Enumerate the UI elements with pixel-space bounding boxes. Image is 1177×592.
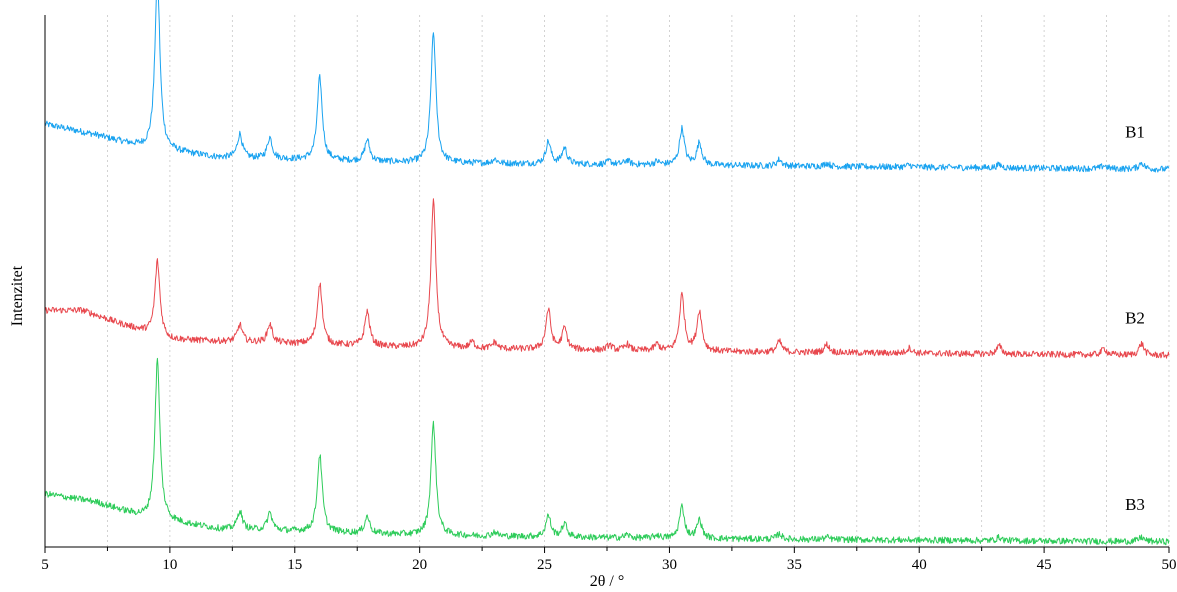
series-line-B1 [44,0,1170,173]
tick-label: 30 [662,557,677,573]
tick-label: 50 [1162,557,1177,573]
vertical-grid [107,15,1170,547]
tick-label: 45 [1037,557,1052,573]
series-line-B3 [44,357,1170,546]
tick-label: 25 [537,557,552,573]
y-axis-title: Intenzitet [9,265,26,326]
series-line-B2 [44,198,1170,359]
series-label-B1: B1 [1125,122,1145,141]
tick-label: 15 [287,557,302,573]
x-axis-tick-labels: 5 10 15 20 25 30 35 40 45 50 [41,557,1176,573]
plot-traces [44,0,1170,546]
series-label-B2: B2 [1125,309,1145,328]
x-axis-ticks [44,547,1170,553]
tick-label: 35 [787,557,802,573]
tick-label: 20 [412,557,427,573]
tick-label: 5 [41,557,49,573]
tick-label: 40 [912,557,927,573]
x-axis-title: 2θ / ° [590,573,625,590]
series-labels: B1 B2 B3 [1125,122,1145,513]
tick-label: 10 [162,557,177,573]
series-label-B3: B3 [1125,495,1145,514]
